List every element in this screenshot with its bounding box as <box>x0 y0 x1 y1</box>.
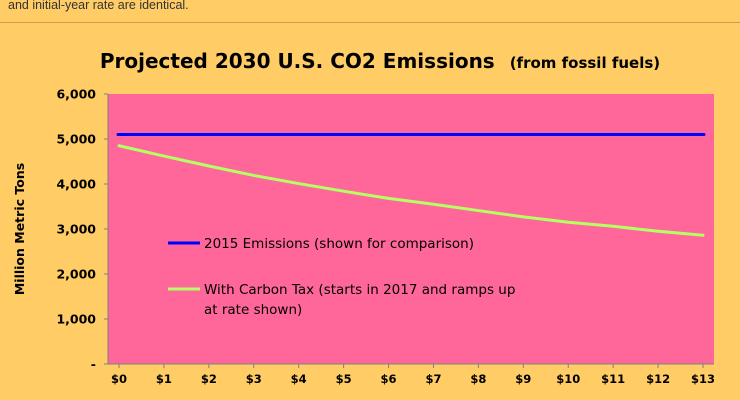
caption-text: and initial-year rate are identical. <box>8 0 189 12</box>
legend-label-2015: 2015 Emissions (shown for comparison) <box>204 236 474 252</box>
y-tick-label: 6,000 <box>56 87 96 102</box>
x-tick-label: $8 <box>470 372 486 386</box>
y-tick-label: 4,000 <box>56 177 96 192</box>
x-tick-label: $1 <box>156 372 172 386</box>
y-axis-label: Million Metric Tons <box>12 163 27 295</box>
legend: 2015 Emissions (shown for comparison) Wit… <box>168 236 515 318</box>
y-tick-label: 5,000 <box>56 132 96 147</box>
plot-area <box>108 94 714 364</box>
x-tick-label: $6 <box>381 372 397 386</box>
x-tick-label: $10 <box>556 372 580 386</box>
chart-title: Projected 2030 U.S. CO2 Emissions (from … <box>100 49 660 73</box>
series-layer <box>116 133 706 237</box>
legend-label-carbon-tax-line2: at rate shown) <box>204 302 302 318</box>
x-tick-label: $3 <box>246 372 262 386</box>
y-tick-label: 1,000 <box>56 312 96 327</box>
y-tick-label: 3,000 <box>56 222 96 237</box>
y-tick-label: - <box>91 357 96 372</box>
x-tick-label: $7 <box>425 372 441 386</box>
x-tick-label: $5 <box>336 372 352 386</box>
chart-title-main: Projected 2030 U.S. CO2 Emissions <box>100 49 495 73</box>
legend-label-carbon-tax: With Carbon Tax (starts in 2017 and ramp… <box>204 282 515 298</box>
x-tick-label: $0 <box>111 372 127 386</box>
x-tick-label: $2 <box>201 372 217 386</box>
series-carbon-tax-line <box>117 144 705 237</box>
x-tick-label: $13 <box>691 372 715 386</box>
y-axis: - 1,000 2,000 3,000 4,000 5,000 6,000 <box>56 87 109 372</box>
x-tick-label: $9 <box>515 372 531 386</box>
x-axis: $0 $1 $2 $3 $4 $5 $6 $7 $8 $9 $10 $11 $12 $13 <box>108 363 715 386</box>
x-tick-label: $12 <box>646 372 670 386</box>
x-tick-label: $11 <box>601 372 625 386</box>
chart-subtitle: (from fossil fuels) <box>510 54 660 72</box>
y-tick-label: 2,000 <box>56 267 96 282</box>
divider <box>0 22 740 23</box>
x-tick-label: $4 <box>291 372 307 386</box>
